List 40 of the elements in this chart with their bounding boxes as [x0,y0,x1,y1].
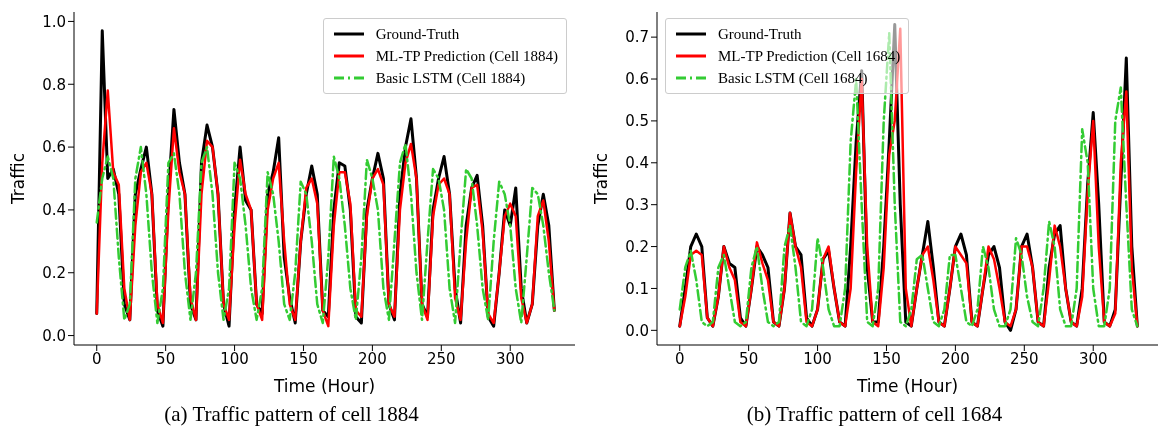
legend-label: Ground-Truth [375,25,460,44]
x-tick-label: 300 [1078,349,1108,368]
legend-label: ML-TP Prediction (Cell 1884) [375,47,558,66]
y-axis-title: Traffic [591,152,612,206]
y-tick-label: 0.2 [42,264,66,283]
y-tick-label: 0.4 [42,201,66,220]
x-tick-label: 250 [426,349,456,368]
y-tick-label: 0.5 [625,112,649,131]
x-tick-label: 0 [674,349,685,368]
text: (b) Traffic pattern of cell 1684 [745,402,1004,427]
y-tick-label: 0.6 [42,138,66,157]
x-tick-label: 100 [220,349,249,368]
legend-label: Basic LSTM (Cell 1884) [375,69,526,88]
legend-label: Ground-Truth [718,25,802,44]
legend-label: Basic LSTM (Cell 1684) [718,69,868,88]
y-tick-label: 0.2 [625,237,649,256]
y-tick-label: 0.6 [625,70,649,89]
legend-label: ML-TP Prediction (Cell 1684) [718,47,901,66]
y-axis-title: Traffic [8,152,29,206]
y-tick-label: 0.0 [42,326,66,345]
x-tick-label: 200 [358,349,387,368]
y-tick-label: 0.0 [625,321,649,340]
x-tick-label: 250 [1009,349,1039,368]
y-tick-label: 0.7 [625,28,649,47]
y-tick-label: 0.4 [625,154,649,173]
x-tick-label: 200 [941,349,970,368]
y-tick-label: 1.0 [42,12,66,31]
x-tick-label: 0 [91,349,102,368]
x-tick-label: 50 [156,349,176,368]
x-tick-label: 100 [803,349,832,368]
x-axis-title: Time (Hour) [855,376,959,396]
x-tick-label: 300 [495,349,525,368]
y-tick-label: 0.8 [42,75,66,94]
text: (a) Traffic pattern of cell 1884 [163,402,420,427]
x-tick-label: 150 [872,349,901,368]
y-tick-label: 0.1 [625,279,649,298]
x-tick-label: 50 [739,349,759,368]
y-tick-label: 0.3 [625,196,649,214]
x-tick-label: 150 [289,349,318,368]
x-axis-title: Time (Hour) [272,376,376,396]
